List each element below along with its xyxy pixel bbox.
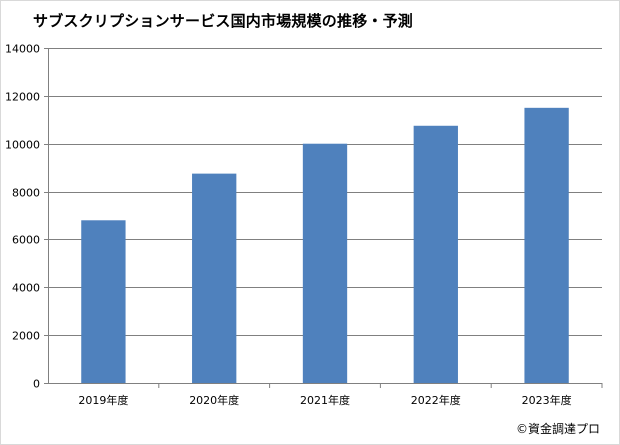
y-tick-label: 4000 (12, 282, 40, 295)
y-tick-label: 8000 (12, 187, 40, 200)
chart-title: サブスクリプションサービス国内市場規模の推移・予測 (33, 12, 414, 30)
y-axis-ticks: 0 2000 4000 6000 8000 10000 12000 14000 (5, 43, 48, 391)
y-tick-label: 12000 (5, 91, 40, 104)
bar (81, 220, 126, 383)
axes (48, 48, 602, 384)
x-axis-ticks: 2019年度 2020年度 2021年度 2022年度 2023年度 (78, 383, 603, 407)
bar (413, 125, 458, 384)
bar (192, 173, 237, 383)
x-tick-label: 2023年度 (522, 393, 572, 407)
y-tick-label: 10000 (5, 139, 40, 152)
x-tick-label: 2022年度 (411, 393, 461, 407)
y-tick-label: 6000 (12, 234, 40, 247)
bar (524, 107, 569, 384)
x-tick-label: 2021年度 (300, 393, 350, 407)
x-tick-label: 2019年度 (78, 393, 128, 407)
y-tick-label: 14000 (5, 43, 40, 56)
bar (302, 143, 348, 383)
y-tick-label: 0 (33, 378, 40, 391)
bars (81, 107, 569, 384)
x-tick-label: 2020年度 (189, 393, 239, 407)
y-tick-label: 2000 (12, 330, 40, 343)
copyright-text: ©資金調達プロ (515, 422, 600, 436)
